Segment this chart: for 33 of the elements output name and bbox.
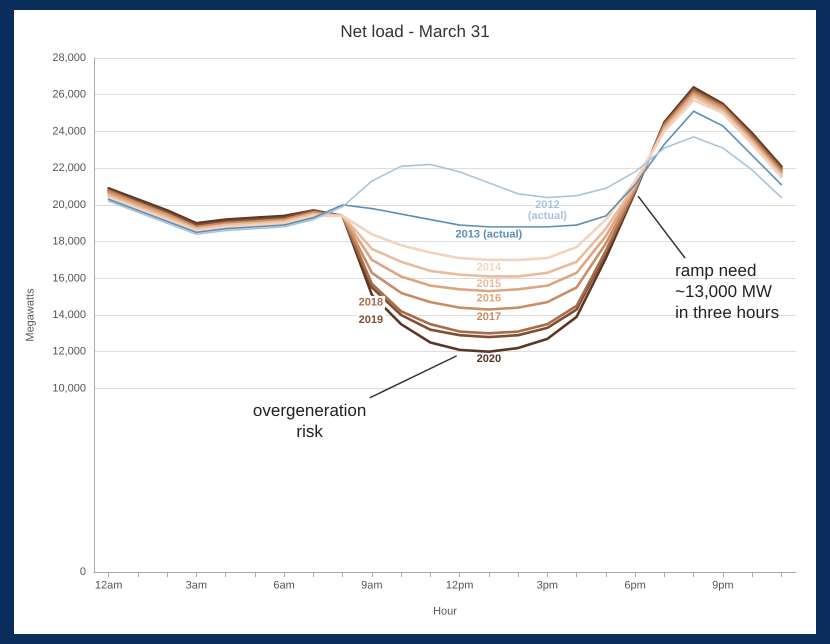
x-tick-label: 6pm bbox=[624, 580, 646, 592]
y-tick-label: 16,000 bbox=[52, 272, 86, 284]
y-tick-label: 24,000 bbox=[52, 125, 86, 138]
x-axis-title: Hour bbox=[433, 606, 458, 618]
x-tick-label: 9am bbox=[361, 580, 383, 592]
series-label: 2019 bbox=[358, 314, 384, 326]
y-tick-label: 12,000 bbox=[52, 346, 86, 358]
x-tick-label: 3am bbox=[186, 580, 208, 592]
y-tick-label: 0 bbox=[80, 566, 86, 578]
x-tick-label: 12am bbox=[94, 580, 122, 592]
annotation: ramp need ~13,000 MW in three hours bbox=[675, 261, 780, 322]
series-label: 2017 bbox=[476, 310, 502, 323]
series-label: 2012 (actual) bbox=[528, 199, 568, 222]
x-tick-label: 9pm bbox=[712, 580, 734, 592]
series-label: 2020 bbox=[476, 353, 502, 366]
series-label: 2013 (actual) bbox=[456, 228, 523, 240]
y-tick-label: 18,000 bbox=[52, 236, 86, 248]
series-label: 2015 bbox=[476, 278, 502, 290]
series-label: 2016 bbox=[476, 292, 502, 305]
x-tick-label: 3pm bbox=[536, 580, 558, 592]
x-tick-label: 6am bbox=[273, 580, 295, 592]
y-tick-label: 14,000 bbox=[52, 309, 86, 321]
series-label: 2018 bbox=[358, 296, 384, 308]
y-tick-label: 10,000 bbox=[52, 382, 86, 394]
y-tick-label: 28,000 bbox=[52, 52, 86, 64]
y-tick-label: 22,000 bbox=[52, 162, 86, 174]
y-axis-title: Megawatts bbox=[24, 288, 36, 342]
x-tick-label: 12pm bbox=[446, 580, 474, 592]
y-tick-label: 26,000 bbox=[52, 88, 86, 101]
y-tick-label: 20,000 bbox=[52, 198, 86, 211]
series-label: 2014 bbox=[476, 261, 502, 274]
chart-title: Net load - March 31 bbox=[340, 22, 490, 41]
annotation: overgeneration risk bbox=[252, 400, 366, 441]
